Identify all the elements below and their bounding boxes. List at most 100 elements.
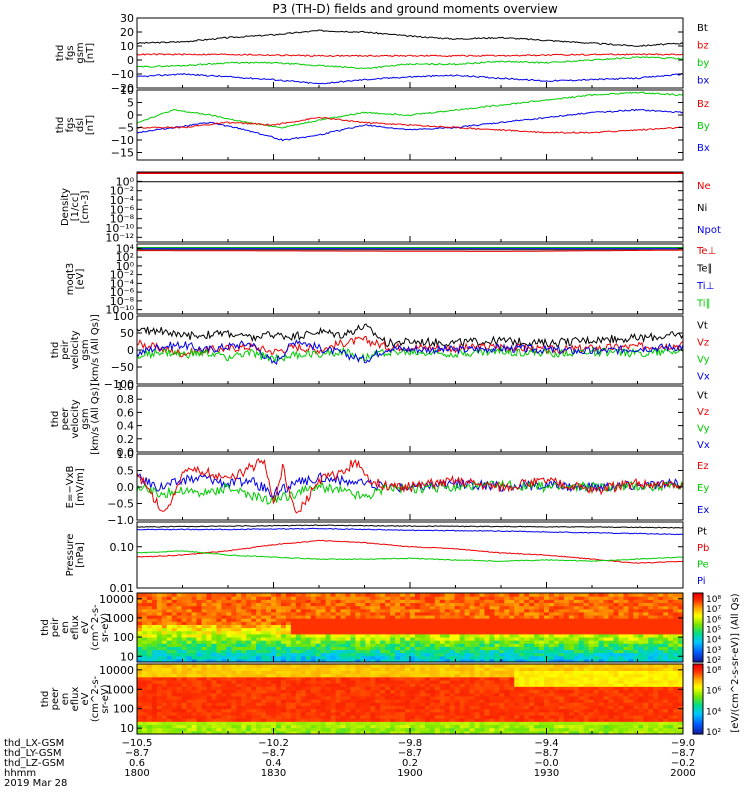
spectrogram-cell — [424, 627, 431, 632]
spectrogram-cell — [568, 664, 575, 668]
spectrogram-cell — [573, 718, 580, 722]
spectrogram-cell — [310, 627, 317, 632]
spectrogram-cell — [151, 614, 158, 619]
spectrogram-cell — [608, 602, 615, 607]
spectrogram-cell — [643, 599, 649, 604]
spectrogram-cell — [355, 646, 361, 651]
spectrogram-cell — [355, 596, 361, 600]
spectrogram-cell — [618, 605, 625, 610]
legend-item: Pt — [697, 526, 707, 537]
spectrogram-cell — [345, 605, 352, 610]
spectrogram-cell — [603, 593, 610, 597]
spectrogram-cell — [608, 679, 615, 684]
spectrogram-cell — [603, 708, 610, 713]
spectrogram-cell — [390, 664, 396, 668]
spectrogram-cell — [206, 655, 213, 660]
spectrogram-cell — [191, 727, 198, 732]
spectrogram-cell — [514, 727, 520, 732]
spectrogram-cell — [206, 593, 213, 597]
spectrogram-cell — [285, 714, 292, 719]
spectrogram-cell — [484, 627, 491, 632]
spectrogram-cell — [568, 655, 575, 660]
spectrogram-cell — [410, 714, 416, 719]
spectrogram-cell — [405, 646, 411, 651]
spectrogram-cell — [548, 699, 555, 703]
spectrogram-cell — [181, 695, 188, 700]
spectrogram-cell — [295, 714, 302, 719]
spectrogram-cell — [176, 686, 183, 691]
spectrogram-cell — [211, 727, 218, 732]
spectrogram-cell — [271, 646, 277, 651]
spectrogram-cell — [568, 611, 575, 616]
spectrogram-cell — [558, 695, 565, 700]
spectrogram-cell — [514, 664, 520, 668]
spectrogram-cell — [390, 630, 396, 635]
spectrogram-cell — [504, 683, 510, 687]
spectrogram-cell — [196, 727, 203, 732]
spectrogram-cell — [449, 636, 456, 641]
series-group-pressure — [137, 524, 683, 564]
spectrogram-cell — [608, 721, 615, 726]
spectrogram-cell — [479, 683, 486, 687]
spectrogram-cell — [633, 599, 639, 604]
spectrogram-cell — [206, 633, 213, 638]
spectrogram-cell — [360, 714, 366, 719]
spectrogram-cell — [444, 667, 451, 671]
spectrogram-cell — [340, 695, 347, 700]
spectrogram-cell — [400, 640, 406, 644]
spectrogram-cell — [454, 667, 461, 671]
spectrogram-cell — [236, 714, 242, 719]
spectrogram-cell — [424, 608, 431, 613]
spectrogram-cell — [305, 714, 312, 719]
spectrogram-cell — [375, 627, 381, 632]
spectrogram-cell — [360, 683, 366, 687]
spectrogram-cell — [156, 708, 163, 713]
spectrogram-cell — [400, 649, 406, 654]
spectrogram-cell — [365, 618, 371, 622]
spectrogram-cell — [544, 608, 550, 613]
series-line-red — [137, 457, 683, 514]
spectrogram-cell — [668, 608, 674, 613]
spectrogram-cell — [206, 699, 213, 703]
spectrogram-cell — [231, 695, 237, 700]
spectrogram-cell — [484, 640, 491, 644]
spectrogram-cell — [360, 689, 366, 694]
spectrogram-cell — [544, 683, 550, 687]
spectrogram-cell — [196, 608, 203, 613]
spectrogram-cell — [553, 618, 560, 622]
spectrogram-cell — [355, 593, 361, 597]
spectrogram-cell — [524, 673, 530, 678]
spectrogram-cell — [290, 608, 297, 613]
spectrogram-cell — [186, 724, 193, 729]
spectrogram-cell — [141, 679, 148, 684]
spectrogram-cell — [325, 636, 332, 641]
spectrogram-cell — [558, 673, 565, 678]
spectrogram-cell — [191, 670, 198, 675]
y-axis-label-line: thd — [40, 619, 51, 636]
spectrogram-cell — [489, 599, 495, 604]
spectrogram-cell — [211, 652, 218, 657]
spectrogram-cell — [231, 636, 237, 641]
panel-frame — [136, 17, 684, 89]
spectrogram-cell — [459, 633, 466, 638]
spectrogram-cell — [464, 608, 471, 613]
spectrogram-cell — [181, 630, 188, 635]
spectrogram-cell — [400, 624, 406, 629]
spectrogram-cell — [534, 596, 540, 600]
spectrogram-cell — [330, 602, 337, 607]
spectrogram-cell — [628, 649, 634, 654]
spectrogram-cell — [375, 608, 381, 613]
spectrogram-cell — [325, 643, 332, 647]
spectrogram-cell — [494, 614, 500, 619]
spectrogram-cell — [375, 673, 381, 678]
spectrogram-cell — [211, 679, 218, 684]
spectrogram-cell — [524, 721, 530, 726]
spectrogram-cell — [583, 624, 590, 629]
spectrogram-cell — [444, 686, 451, 691]
spectrogram-cell — [648, 608, 654, 613]
spectrogram-cell — [271, 664, 277, 668]
spectrogram-cell — [246, 605, 252, 610]
spectrogram-cell — [459, 679, 466, 684]
spectrogram-cell — [226, 670, 232, 675]
spectrogram-cell — [638, 614, 644, 619]
